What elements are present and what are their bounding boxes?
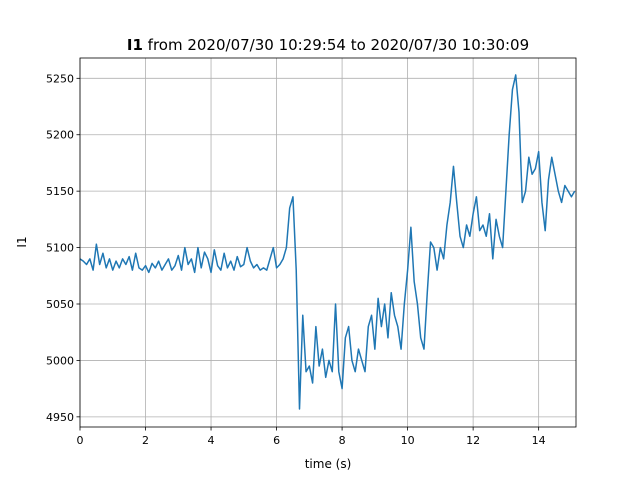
x-tick-label: 2	[142, 434, 149, 447]
title-text: from 2020/07/30 10:29:54 to 2020/07/30 1…	[148, 36, 529, 54]
chart-title: I1 from 2020/07/30 10:29:54 to 2020/07/3…	[127, 36, 529, 54]
y-tick-label: 5000	[46, 354, 74, 367]
y-axis-label: I1	[15, 236, 29, 247]
title-variable: I1	[127, 36, 143, 54]
y-tick-label: 5250	[46, 72, 74, 85]
y-tick-label: 5050	[46, 298, 74, 311]
x-tick-label: 10	[401, 434, 415, 447]
x-tick-label: 6	[273, 434, 280, 447]
x-tick-label: 4	[208, 434, 215, 447]
y-tick-label: 4950	[46, 411, 74, 424]
plot-frame	[79, 57, 577, 428]
x-axis-label: time (s)	[305, 457, 352, 471]
x-tick-label: 8	[339, 434, 346, 447]
x-tick-label: 14	[532, 434, 546, 447]
y-tick-label: 5100	[46, 242, 74, 255]
y-tick-label: 5150	[46, 185, 74, 198]
x-tick-label: 12	[466, 434, 480, 447]
y-tick-label: 5200	[46, 129, 74, 142]
x-tick-label: 0	[77, 434, 84, 447]
data-line	[79, 74, 576, 410]
